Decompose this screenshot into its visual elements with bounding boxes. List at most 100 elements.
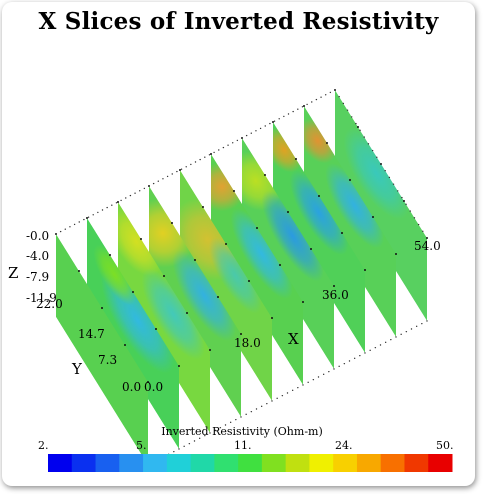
colorbar: Inverted Resistivity (Ohm-m) 2. 5. 11. 2… bbox=[38, 425, 454, 472]
edge-dot bbox=[213, 151, 215, 154]
colorbar-swatch bbox=[166, 454, 192, 472]
x-slice bbox=[118, 202, 210, 433]
colorbar-swatch bbox=[119, 454, 144, 472]
grid-point bbox=[225, 243, 227, 245]
grid-point bbox=[140, 238, 142, 240]
x-axis-label: X bbox=[288, 330, 299, 348]
edge-dot bbox=[188, 442, 191, 445]
colorbar-swatch bbox=[333, 454, 358, 472]
resistivity-anomaly bbox=[118, 207, 164, 276]
edge-dot bbox=[311, 101, 313, 103]
edge-dot bbox=[278, 118, 280, 120]
edge-dot bbox=[276, 397, 278, 400]
colorbar-tick-label: 24. bbox=[335, 439, 353, 452]
edge-dot bbox=[255, 408, 258, 410]
edge-dot bbox=[329, 91, 332, 94]
x-slice bbox=[335, 90, 427, 321]
edge-dot bbox=[384, 341, 387, 344]
edge-dot bbox=[134, 192, 136, 194]
grid-point bbox=[271, 317, 273, 319]
grid-point bbox=[179, 169, 181, 171]
grid-point bbox=[202, 206, 204, 208]
x-tick-label: 54.0 bbox=[414, 239, 441, 253]
grid-point bbox=[109, 254, 111, 256]
edge-dot bbox=[190, 163, 192, 166]
colorbar-title: Inverted Resistivity (Ohm-m) bbox=[161, 425, 323, 438]
edge-dot bbox=[355, 122, 357, 125]
edge-dot bbox=[409, 210, 411, 212]
z-axis-label: Z bbox=[8, 264, 18, 282]
grid-point bbox=[132, 291, 134, 293]
grid-point bbox=[326, 142, 328, 144]
resistivity-anomaly bbox=[93, 244, 136, 306]
axes-layer: Z Y X -0.0 -4.0 -7.9 -11.9 22.0 14.7 7.3… bbox=[8, 229, 441, 394]
edge-dot bbox=[405, 203, 407, 206]
edge-dot bbox=[224, 424, 227, 426]
colorbar-swatch bbox=[380, 454, 405, 472]
colorbar-swatch bbox=[48, 454, 73, 472]
edge-dot bbox=[369, 349, 371, 352]
edge-dot bbox=[101, 209, 104, 211]
grid-point bbox=[279, 264, 281, 266]
edge-dot bbox=[307, 381, 309, 384]
edge-dot bbox=[312, 378, 315, 381]
grid-point bbox=[318, 195, 320, 197]
edge-dot bbox=[380, 163, 382, 165]
y-tick-label: 14.7 bbox=[78, 327, 105, 341]
resistivity-anomaly bbox=[208, 237, 262, 314]
edge-dot bbox=[338, 365, 340, 368]
resistivity-anomaly bbox=[141, 268, 205, 360]
edge-dot bbox=[214, 429, 216, 432]
edge-dot bbox=[302, 384, 304, 386]
slice-scene: Z Y X -0.0 -4.0 -7.9 -11.9 22.0 14.7 7.3… bbox=[8, 89, 454, 472]
edge-dot bbox=[325, 94, 327, 96]
grid-point bbox=[248, 280, 250, 282]
grid-point bbox=[209, 349, 211, 351]
grid-point bbox=[117, 201, 119, 203]
edge-dot bbox=[384, 170, 386, 172]
grid-point bbox=[349, 179, 351, 181]
colorbar-swatch bbox=[190, 454, 215, 472]
x-tick-label: 18.0 bbox=[234, 336, 261, 350]
edge-dot bbox=[374, 346, 377, 349]
edge-dot bbox=[266, 402, 268, 405]
edge-dot bbox=[194, 161, 197, 163]
edge-dot bbox=[106, 206, 108, 209]
edge-dot bbox=[92, 214, 94, 216]
grid-point bbox=[264, 174, 266, 176]
edge-dot bbox=[401, 196, 403, 199]
edge-dot bbox=[208, 154, 211, 156]
edge-dot bbox=[338, 96, 340, 98]
edge-dot bbox=[367, 143, 370, 145]
edge-dot bbox=[353, 357, 356, 360]
edge-dot bbox=[379, 344, 382, 346]
colorbar-tick-label: 50. bbox=[436, 439, 454, 452]
edge-dot bbox=[245, 413, 247, 416]
edge-dot bbox=[255, 130, 257, 132]
resistivity-anomaly bbox=[289, 170, 349, 255]
y-axis-label: Y bbox=[71, 360, 83, 378]
edge-dot bbox=[405, 330, 408, 333]
grid-point bbox=[341, 232, 343, 234]
resistivity-anomaly bbox=[261, 190, 324, 282]
colorbar-swatch bbox=[404, 454, 429, 472]
edge-dot bbox=[421, 322, 423, 325]
grid-point bbox=[303, 105, 305, 107]
grid-point bbox=[256, 227, 258, 229]
grid-points-layer bbox=[55, 89, 428, 466]
colorbar-swatch bbox=[428, 454, 453, 472]
grid-point bbox=[372, 216, 374, 218]
grid-point bbox=[147, 381, 149, 383]
edge-dot bbox=[73, 223, 76, 226]
edge-dot bbox=[97, 211, 99, 214]
grid-point bbox=[124, 344, 126, 346]
colorbar-swatch bbox=[95, 454, 120, 472]
colorbar-swatch bbox=[214, 454, 239, 472]
edge-dot bbox=[78, 221, 80, 223]
edge-dot bbox=[413, 217, 416, 219]
edge-dot bbox=[359, 129, 361, 132]
edge-dot bbox=[199, 158, 201, 161]
edge-dot bbox=[157, 180, 159, 182]
edge-dot bbox=[264, 125, 266, 127]
edge-dot bbox=[359, 354, 361, 357]
